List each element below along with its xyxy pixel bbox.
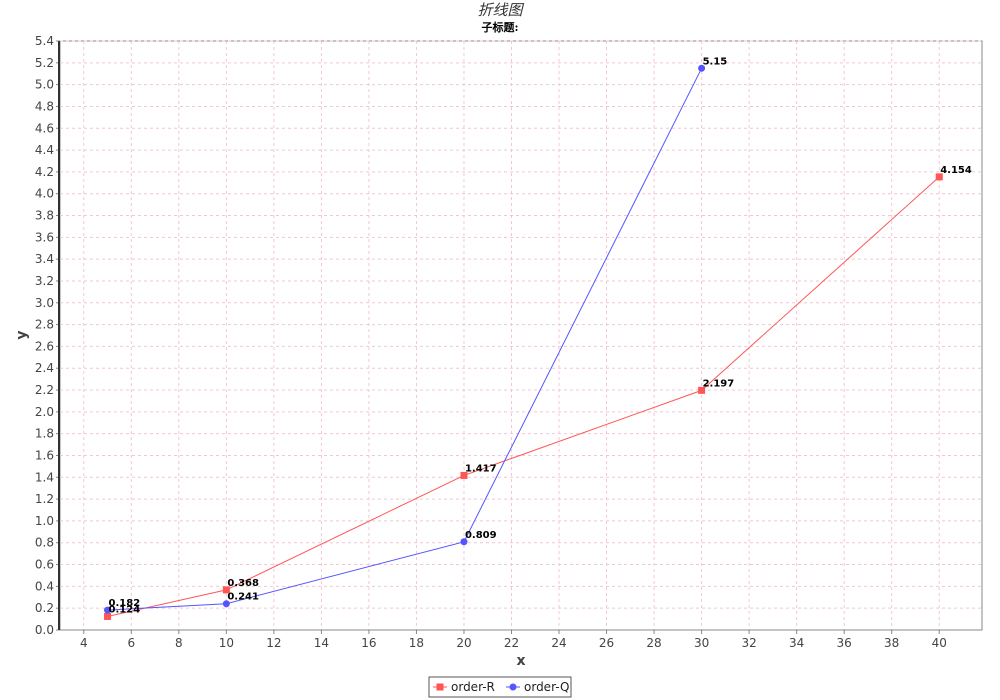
y-tick-label: 3.8 — [35, 209, 54, 223]
legend-marker-order-q — [509, 683, 517, 691]
y-tick-label: 4.4 — [35, 143, 54, 157]
chart-subtitle: 子标题: — [481, 20, 518, 34]
y-tick-label: 5.0 — [35, 78, 54, 92]
x-tick-label: 32 — [741, 636, 756, 650]
data-label-order-r: 0.368 — [227, 578, 259, 589]
series-line-order-q — [107, 68, 703, 611]
legend-label-order-q: order-Q — [524, 680, 569, 694]
y-tick-label: 4.2 — [35, 165, 54, 179]
data-point-order-q — [698, 64, 706, 72]
legend-box — [428, 676, 572, 698]
data-label-order-r: 4.154 — [940, 165, 972, 176]
y-tick-label: 3.6 — [35, 230, 54, 244]
axes: 4 6 8 10 12 14 16 18 20 22 24 26 28 30 32 34 36 38 40 0.0 0.… — [35, 34, 982, 650]
y-tick-label: 2.0 — [35, 405, 54, 419]
data-point-order-q — [460, 538, 468, 546]
y-tick-label: 0.6 — [35, 558, 54, 572]
legend: order-R order-Q — [428, 676, 572, 698]
x-tick-label: 18 — [409, 636, 424, 650]
data-point-order-r — [222, 586, 230, 594]
data-point-order-r — [460, 471, 468, 479]
data-point-order-r — [935, 173, 943, 181]
y-tick-label: 5.4 — [35, 34, 54, 48]
x-tick-label: 20 — [456, 636, 471, 650]
x-tick-label: 4 — [80, 636, 88, 650]
data-point-order-r — [698, 386, 706, 394]
grid-lines — [60, 40, 982, 631]
x-tick-label: 24 — [551, 636, 566, 650]
y-tick-label: 3.2 — [35, 274, 54, 288]
y-tick-label: 1.2 — [35, 492, 54, 506]
y-tick-label: 0.4 — [35, 579, 54, 593]
y-tick-label: 0.8 — [35, 536, 54, 550]
y-tick-label: 1.6 — [35, 448, 54, 462]
y-tick-label: 2.2 — [35, 383, 54, 397]
data-label-order-r: 0.124 — [109, 604, 141, 615]
x-tick-label: 40 — [932, 636, 947, 650]
y-tick-label: 2.8 — [35, 318, 54, 332]
data-label-order-q: 0.241 — [227, 592, 259, 603]
x-tick-label: 28 — [646, 636, 661, 650]
x-tick-label: 8 — [175, 636, 183, 650]
series-layer — [104, 64, 943, 620]
data-labels: 0.124 0.368 1.417 2.197 4.154 0.182 0.241 0.809… — [109, 56, 972, 615]
x-tick-label: 10 — [219, 636, 234, 650]
x-tick-label: 12 — [266, 636, 281, 650]
x-tick-label: 6 — [127, 636, 135, 650]
data-point-order-q — [222, 600, 230, 608]
y-tick-label: 3.0 — [35, 296, 54, 310]
x-tick-label: 34 — [789, 636, 804, 650]
y-tick-label: 2.4 — [35, 361, 54, 375]
x-tick-label: 36 — [837, 636, 852, 650]
plot-area — [59, 40, 983, 631]
data-label-order-r: 2.197 — [703, 378, 735, 389]
y-tick-label: 0.0 — [35, 623, 54, 637]
legend-label-order-r: order-R — [451, 680, 495, 694]
chart-title: 折线图 — [477, 1, 524, 19]
data-label-order-q: 0.182 — [109, 598, 141, 609]
y-tick-label: 0.2 — [35, 601, 54, 615]
x-axis-label: x — [516, 653, 525, 669]
legend-marker-order-r — [436, 683, 444, 691]
x-tick-label: 26 — [599, 636, 614, 650]
data-point-order-q — [104, 606, 112, 614]
y-tick-label: 5.2 — [35, 56, 54, 70]
y-tick-label: 1.0 — [35, 514, 54, 528]
y-tick-label: 3.4 — [35, 252, 54, 266]
data-label-order-q: 5.15 — [703, 56, 728, 67]
x-tick-label: 16 — [361, 636, 376, 650]
y-axis-label: y — [14, 330, 30, 339]
data-label-order-r: 1.417 — [465, 463, 497, 474]
data-label-order-q: 0.809 — [465, 530, 497, 541]
y-tick-label: 4.6 — [35, 121, 54, 135]
data-point-order-r — [104, 612, 112, 620]
y-tick-label: 1.4 — [35, 470, 54, 484]
y-tick-label: 1.8 — [35, 427, 54, 441]
x-tick-label: 22 — [504, 636, 519, 650]
x-tick-label: 14 — [314, 636, 329, 650]
y-tick-label: 4.0 — [35, 187, 54, 201]
y-tick-label: 2.6 — [35, 339, 54, 353]
x-tick-label: 30 — [694, 636, 709, 650]
x-tick-label: 38 — [884, 636, 899, 650]
y-tick-label: 4.8 — [35, 99, 54, 113]
